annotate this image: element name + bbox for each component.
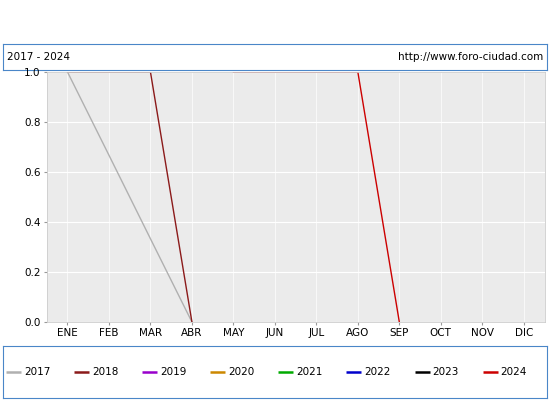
Text: 2017 - 2024: 2017 - 2024	[7, 52, 70, 62]
Text: 2020: 2020	[228, 367, 254, 377]
Text: 2019: 2019	[160, 367, 186, 377]
Text: 2018: 2018	[92, 367, 118, 377]
Text: 2023: 2023	[432, 367, 459, 377]
Text: http://www.foro-ciudad.com: http://www.foro-ciudad.com	[398, 52, 543, 62]
Text: Evolucion del paro registrado en Aldealafuente: Evolucion del paro registrado en Aldeala…	[103, 14, 447, 28]
Text: 2022: 2022	[364, 367, 390, 377]
Text: 2024: 2024	[500, 367, 527, 377]
Text: 2021: 2021	[296, 367, 322, 377]
Text: 2017: 2017	[24, 367, 50, 377]
